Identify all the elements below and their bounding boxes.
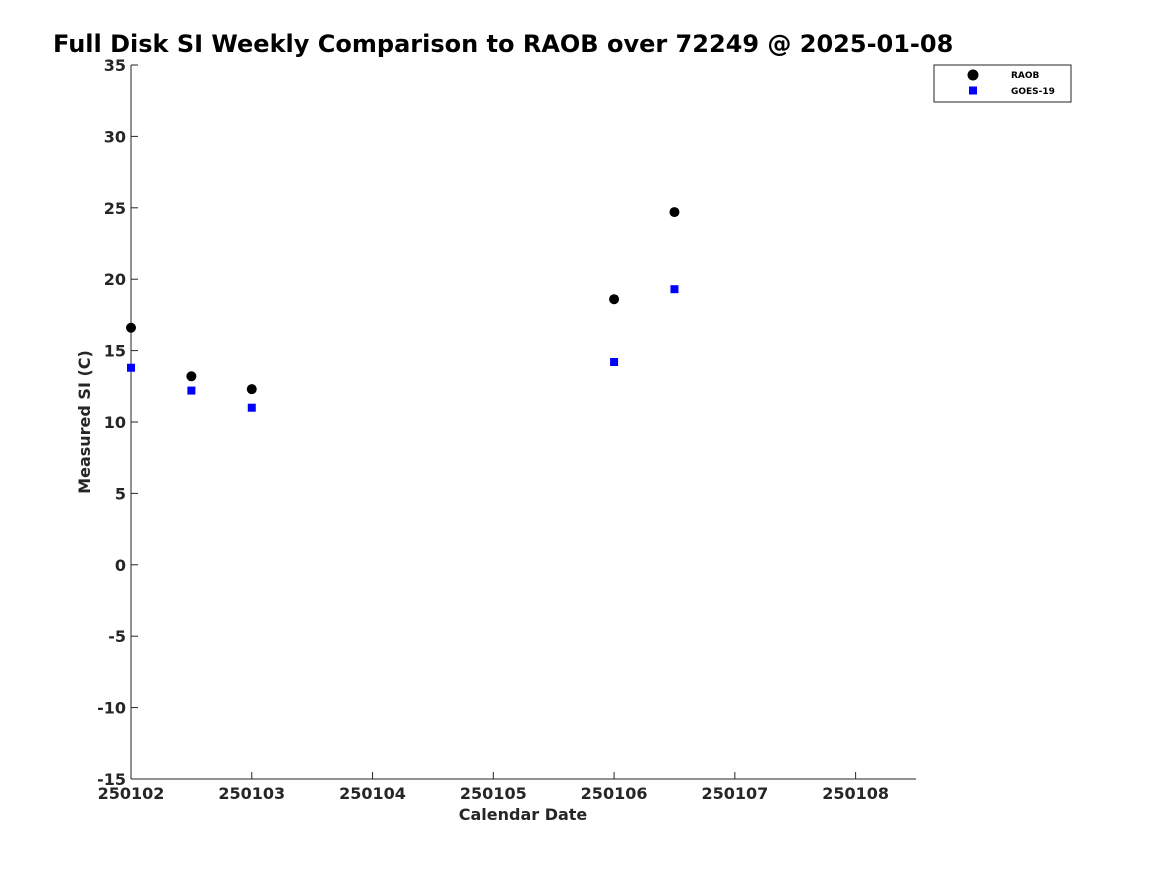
point-goes-19 [670,285,679,294]
y-tick-label: 15 [104,342,126,361]
chart-title: Full Disk SI Weekly Comparison to RAOB o… [53,30,953,58]
y-tick-label: 35 [104,56,126,75]
y-axis-label: Measured SI (C) [75,350,94,494]
y-tick-label: 5 [115,484,126,503]
legend-label-raob: RAOB [1011,71,1040,81]
y-tick-label: 20 [104,270,126,289]
point-raob [609,294,620,305]
x-tick-label: 250107 [701,784,768,803]
point-goes-19 [247,403,256,412]
x-tick-label: 250103 [218,784,285,803]
y-tick-label: -5 [108,627,126,646]
legend-marker-goes-19 [969,86,977,95]
y-tick-label: -15 [97,770,126,789]
x-tick-label: 250102 [98,784,165,803]
point-raob [126,322,136,333]
y-tick-label: 30 [104,127,126,146]
y-tick-label: 10 [104,413,126,432]
x-tick-label: 250104 [339,784,406,803]
point-raob [246,384,257,395]
legend: RAOB GOES-19 [933,64,1072,103]
legend-box [933,64,1072,103]
y-tick-label: 25 [104,199,126,218]
point-raob [669,207,680,218]
x-tick-label: 250108 [822,784,889,803]
legend-label-goes-19: GOES-19 [1011,87,1055,97]
point-raob [186,371,197,382]
y-tick-label: -10 [97,699,126,718]
plot-axes [130,65,916,780]
data-points [126,207,680,412]
point-goes-19 [610,358,619,367]
y-tick-label: 0 [115,556,126,575]
legend-marker-raob [967,69,979,81]
x-tick-label: 250105 [460,784,527,803]
x-ticks: 250102 250103 250104 250105 250106 250107 2501… [98,772,889,803]
x-axis-label: Calendar Date [459,805,588,824]
y-ticks: -15 -10 -5 0 5 10 15 20 25 30 35 [97,56,138,789]
x-tick-label: 250106 [581,784,648,803]
point-goes-19 [187,386,196,395]
point-goes-19 [127,363,135,372]
